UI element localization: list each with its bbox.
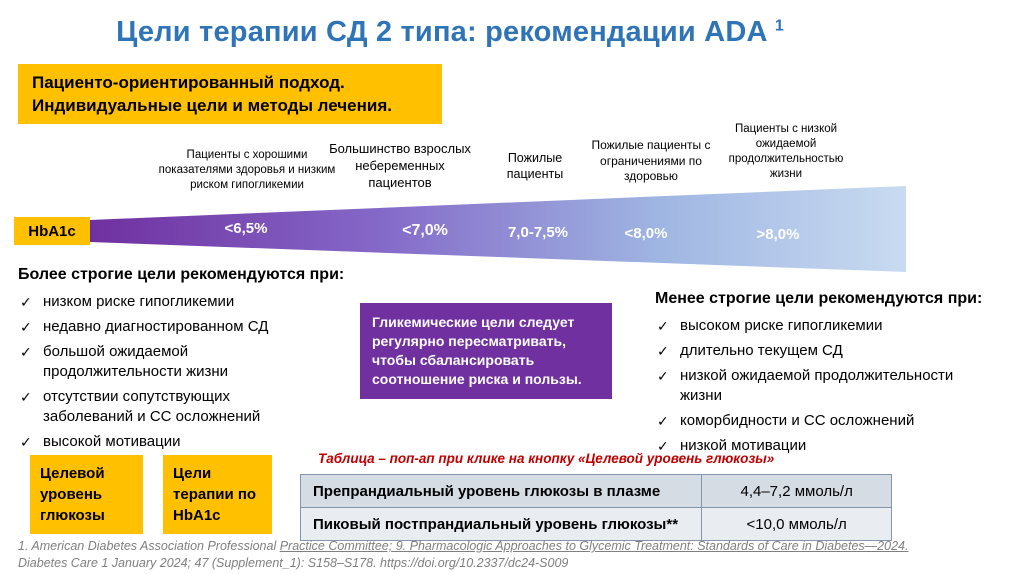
reference-footer: 1. American Diabetes Association Profess… [18, 538, 1010, 572]
approach-line-1: Пациенто-ориентированный подход. [32, 73, 345, 92]
goal-text: большой ожидаемой продолжительности жизн… [43, 343, 229, 380]
list-item: ✓ высокой мотивации [20, 432, 272, 452]
approach-line-2: Индивидуальные цели и методы лечения. [32, 96, 392, 115]
table-cell-parameter: Пиковый постпрандиальный уровень глюкозы… [299, 507, 703, 541]
glycemic-review-note: Гликемические цели следует регулярно пер… [360, 303, 612, 399]
hba1c-gradient-wedge [90, 186, 906, 272]
reference-line-1: 1. American Diabetes Association Profess… [18, 538, 1010, 555]
list-item: ✓ длительно текущем СД [657, 341, 967, 361]
lenient-goals-heading: Менее строгие цели рекомендуются при: [655, 290, 983, 307]
hba1c-value-4: <8,0% [624, 225, 668, 242]
hba1c-value-2: <7,0% [402, 222, 448, 239]
glucose-table: Препрандиальный уровень глюкозы в плазме… [299, 474, 892, 541]
list-item: ✓ большой ожидаемой продолжительности жи… [20, 342, 272, 382]
check-icon: ✓ [657, 318, 669, 334]
patient-group-header-1: Пациенты с хорошими показателями здоровь… [158, 149, 336, 191]
goal-text: длительно текущем СД [680, 342, 843, 359]
patient-group-header-2: Большинство взрослых небеременных пациен… [329, 141, 471, 190]
list-item: ✓ низкой ожидаемой продолжительности жиз… [657, 366, 967, 406]
list-item: ✓ высоком риске гипогликемии [657, 316, 967, 336]
check-icon: ✓ [657, 368, 669, 384]
check-icon: ✓ [657, 413, 669, 429]
goal-text: низком риске гипогликемии [43, 293, 235, 310]
check-icon: ✓ [20, 434, 32, 450]
reference-line-2: Diabetes Care 1 January 2024; 47 (Supple… [18, 556, 569, 570]
list-item: ✓ низком риске гипогликемии [20, 292, 272, 312]
table-row: Препрандиальный уровень глюкозы в плазме… [299, 474, 892, 508]
hba1c-value-3: 7,0-7,5% [507, 224, 569, 241]
target-glucose-button[interactable]: Целевой уровень глюкозы [30, 455, 143, 534]
list-item: ✓ коморбидности и СС осложнений [657, 411, 967, 431]
popup-annotation: Таблица – поп-ап при клике на кнопку «Це… [318, 451, 775, 466]
title-text: Цели терапии СД 2 типа: рекомендации ADA [116, 16, 767, 48]
goal-text: недавно диагностированном СД [43, 318, 269, 335]
list-item: ✓ отсутствии сопутствующих заболеваний и… [20, 387, 272, 427]
patient-group-header-5: Пациенты с низкой ожидаемой продолжитель… [728, 123, 844, 180]
hba1c-axis-label: HbA1c [14, 217, 90, 245]
check-icon: ✓ [657, 343, 669, 359]
patient-group-header-4: Пожилые пациенты с ограничениями по здор… [591, 138, 711, 183]
table-cell-value: 4,4–7,2 ммоль/л [701, 474, 892, 508]
strict-goals-heading: Более строгие цели рекомендуются при: [18, 266, 345, 283]
title-superscript: 1 [774, 17, 784, 35]
list-item: ✓ низкой мотивации [657, 436, 967, 456]
check-icon: ✓ [20, 294, 32, 310]
lenient-goals-list: ✓ высоком риске гипогликемии ✓ длительно… [657, 316, 967, 461]
goal-text: низкой мотивации [680, 437, 807, 454]
reference-line-1b: Practice Committee; 9. Pharmacologic App… [279, 539, 909, 553]
table-cell-parameter: Препрандиальный уровень глюкозы в плазме [299, 474, 703, 508]
goal-text: отсутствии сопутствующих заболеваний и С… [43, 388, 261, 425]
table-cell-value: <10,0 ммоль/л [701, 507, 892, 541]
page-title: Цели терапии СД 2 типа: рекомендации ADA… [0, 16, 900, 49]
patient-group-header-3: Пожилые пациенты [506, 151, 564, 181]
table-row: Пиковый постпрандиальный уровень глюкозы… [299, 507, 892, 541]
list-item: ✓ недавно диагностированном СД [20, 317, 272, 337]
reference-line-1a: 1. American Diabetes Association Profess… [18, 539, 280, 553]
check-icon: ✓ [20, 319, 32, 335]
check-icon: ✓ [657, 438, 669, 454]
goal-text: высоком риске гипогликемии [680, 317, 883, 334]
goal-text: коморбидности и СС осложнений [680, 412, 915, 429]
check-icon: ✓ [20, 389, 32, 405]
check-icon: ✓ [20, 344, 32, 360]
goal-text: низкой ожидаемой продолжительности жизни [680, 367, 954, 404]
hba1c-value-1: <6,5% [224, 220, 268, 237]
hba1c-therapy-goals-button[interactable]: Цели терапии по HbA1c [163, 455, 272, 534]
goal-text: высокой мотивации [43, 433, 181, 450]
strict-goals-list: ✓ низком риске гипогликемии ✓ недавно ди… [20, 292, 272, 457]
approach-box: Пациенто-ориентированный подход. Индивид… [18, 64, 442, 124]
hba1c-value-5: >8,0% [756, 226, 800, 243]
